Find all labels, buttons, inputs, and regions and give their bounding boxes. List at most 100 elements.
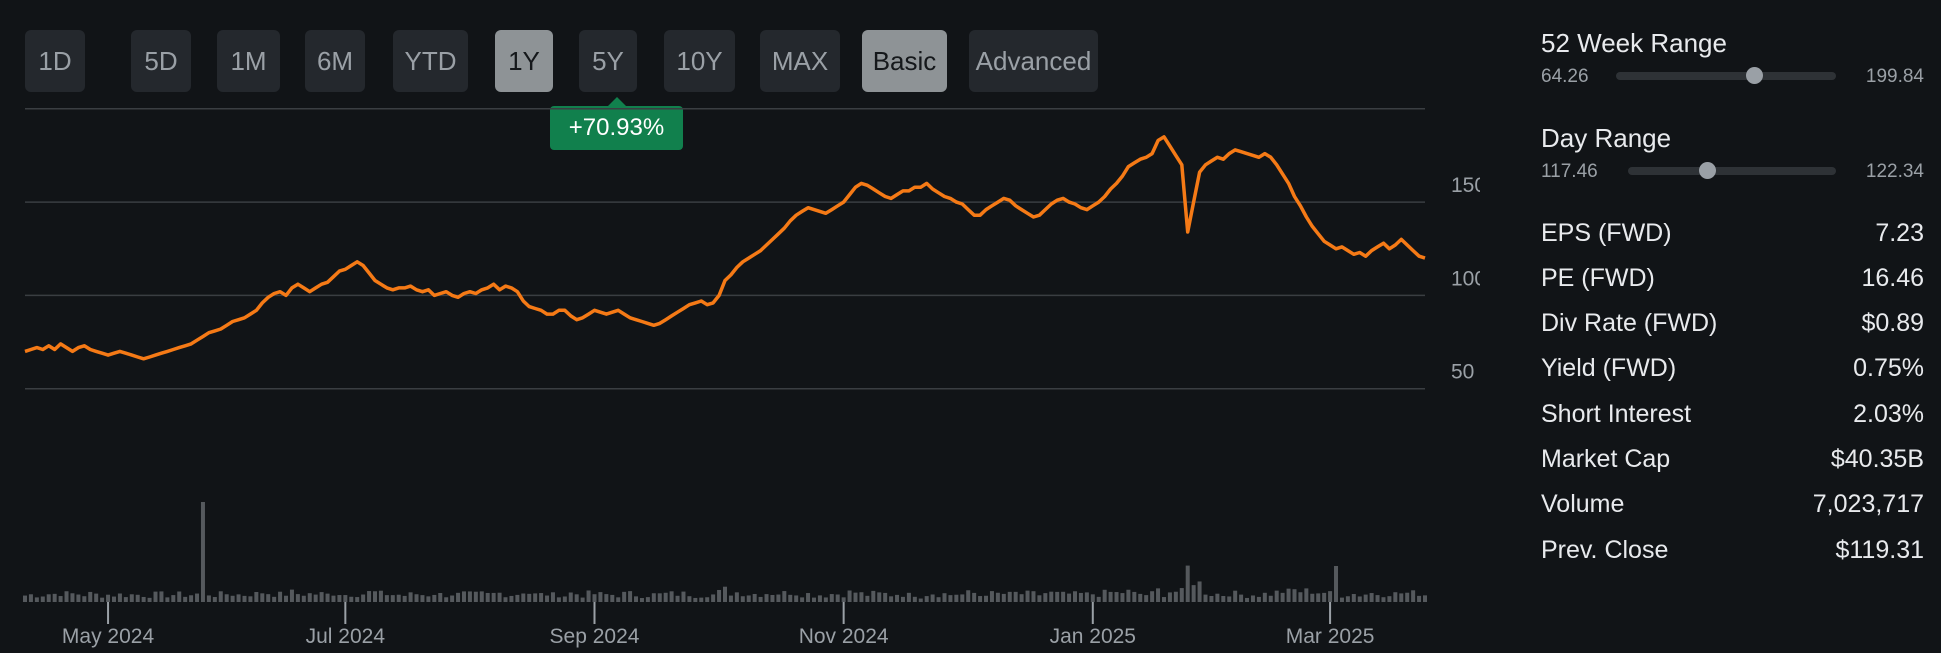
volume-bar xyxy=(106,594,111,602)
volume-bar xyxy=(989,591,994,602)
volume-bar xyxy=(515,594,520,602)
volume-bar xyxy=(918,598,923,602)
volume-bar xyxy=(76,594,81,602)
volume-bar xyxy=(1043,593,1048,602)
range-button-max[interactable]: MAX xyxy=(760,30,840,92)
range-button-5d[interactable]: 5D xyxy=(131,30,191,92)
volume-bar xyxy=(556,597,561,602)
volume-bar xyxy=(586,590,591,602)
range-button-6m[interactable]: 6M xyxy=(305,30,365,92)
volume-bar xyxy=(651,593,656,602)
volume-bar xyxy=(1215,593,1220,602)
range-button-1m[interactable]: 1M xyxy=(217,30,280,92)
volume-bar xyxy=(1310,593,1315,602)
volume-bar xyxy=(1328,591,1333,602)
y-tick-label: 100 xyxy=(1451,267,1480,290)
volume-bar xyxy=(817,595,822,602)
volume-bar xyxy=(343,595,348,602)
volume-bar xyxy=(752,593,757,602)
volume-bar xyxy=(1256,596,1261,602)
range-button-ytd[interactable]: YTD xyxy=(393,30,468,92)
volume-bar xyxy=(373,591,377,602)
volume-bar xyxy=(153,591,158,602)
volume-bar xyxy=(402,595,407,602)
range-button-10y[interactable]: 10Y xyxy=(664,30,735,92)
volume-bar xyxy=(1090,594,1095,602)
volume-bar xyxy=(1061,591,1066,602)
range-button-1y[interactable]: 1Y xyxy=(495,30,553,92)
volume-bar xyxy=(82,596,87,602)
volume-bar xyxy=(1197,581,1202,602)
volume-bar xyxy=(301,595,306,602)
volume-bar xyxy=(1322,592,1327,602)
stat-row: Volume 7,023,717 xyxy=(1541,487,1924,523)
volume-bar xyxy=(479,591,484,602)
volume-bar xyxy=(1245,597,1250,602)
x-tick-label: Jan 2025 xyxy=(1050,625,1136,648)
stat-row: Yield (FWD) 0.75% xyxy=(1541,351,1924,387)
volume-bar xyxy=(1280,592,1285,602)
stat-label: PE (FWD) xyxy=(1541,263,1655,292)
volume-bar xyxy=(645,597,650,602)
volume-bar xyxy=(1262,592,1267,602)
week52-range-track xyxy=(1616,67,1836,84)
stat-value: 2.03% xyxy=(1853,399,1924,428)
volume-bar xyxy=(960,594,965,602)
volume-bar xyxy=(877,592,882,602)
volume-bar xyxy=(355,597,360,602)
range-button-5y[interactable]: 5Y xyxy=(579,30,637,92)
stat-label: Prev. Close xyxy=(1541,535,1669,564)
volume-bar xyxy=(248,596,253,602)
week52-high: 199.84 xyxy=(1865,66,1924,87)
volume-bar xyxy=(319,592,324,602)
range-button-1d[interactable]: 1D xyxy=(25,30,85,92)
volume-bar xyxy=(847,590,852,602)
volume-bar xyxy=(924,596,929,602)
volume-bar xyxy=(598,592,603,602)
volume-bar xyxy=(859,592,864,602)
volume-bar xyxy=(1138,593,1143,602)
volume-bar xyxy=(794,595,799,602)
volume-bar xyxy=(705,597,710,602)
stat-row: Div Rate (FWD) $0.89 xyxy=(1541,306,1924,342)
volume-bar xyxy=(568,592,573,602)
volume-bar xyxy=(1108,591,1113,602)
volume-bar xyxy=(1031,591,1036,602)
volume-bar xyxy=(135,594,140,602)
volume-bar xyxy=(972,592,977,602)
volume-bar xyxy=(687,596,692,602)
volume-bar xyxy=(183,596,188,602)
volume-bar xyxy=(230,595,235,602)
day-high: 122.34 xyxy=(1865,161,1924,182)
volume-bar xyxy=(420,595,425,602)
volume-bar xyxy=(580,597,585,602)
volume-bar xyxy=(444,597,449,602)
view-button-advanced[interactable]: Advanced xyxy=(969,30,1098,92)
stat-value: $0.89 xyxy=(1861,309,1924,338)
volume-bar xyxy=(1078,592,1083,602)
volume-bar xyxy=(889,596,894,602)
volume-bar xyxy=(675,595,680,602)
volume-bar xyxy=(1096,596,1101,602)
view-button-basic[interactable]: Basic xyxy=(862,30,947,92)
volume-bar xyxy=(206,595,211,602)
stat-label: Div Rate (FWD) xyxy=(1541,309,1718,338)
volume-bar xyxy=(1179,588,1184,602)
volume-bar xyxy=(616,597,621,602)
volume-bar xyxy=(1227,596,1232,602)
volume-bar xyxy=(1399,593,1404,602)
volume-bar xyxy=(438,592,443,602)
volume-bar xyxy=(28,594,33,602)
volume-bar xyxy=(1292,589,1297,602)
stat-value: $119.31 xyxy=(1835,535,1924,564)
volume-bar xyxy=(473,591,478,602)
volume-bar xyxy=(307,593,312,602)
volume-bar xyxy=(800,597,805,602)
volume-bar xyxy=(378,590,383,602)
volume-bar xyxy=(100,597,105,602)
day-range-marker xyxy=(1698,162,1716,179)
volume-bar xyxy=(1316,593,1321,602)
volume-bar xyxy=(313,594,318,602)
x-tick-label: Nov 2024 xyxy=(799,625,889,648)
volume-bar xyxy=(770,594,775,602)
